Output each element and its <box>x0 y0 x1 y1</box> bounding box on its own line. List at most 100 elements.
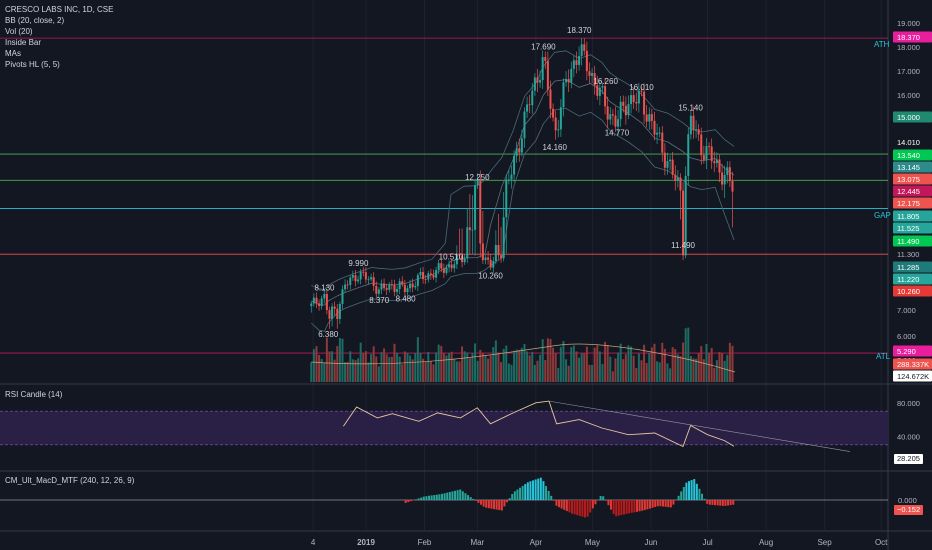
volume-bar <box>507 363 510 382</box>
rsi-pane-title[interactable]: RSI Candle (14) <box>5 390 63 399</box>
x-tick-label: 4 <box>311 538 316 547</box>
price-tick-label: 17.000 <box>897 67 920 76</box>
candle-body <box>609 114 612 120</box>
volume-bar <box>357 358 360 382</box>
candle-body <box>388 284 391 290</box>
macd-histogram-bar <box>482 500 485 507</box>
price-tag-label: 11.490 <box>897 237 919 246</box>
macd-histogram-bar <box>430 495 433 500</box>
macd-pane-title[interactable]: CM_Ult_MacD_MTF (240, 12, 26, 9) <box>5 476 135 485</box>
legend-indicator-insidebar[interactable]: Inside Bar <box>5 38 42 47</box>
candle-body <box>708 146 711 147</box>
candle-body <box>682 190 685 256</box>
x-tick-label: Mar <box>470 538 484 547</box>
macd-histogram-bar <box>664 500 667 507</box>
macd-histogram-bar <box>685 482 688 500</box>
legend-indicator-pivots[interactable]: Pivots HL (5, 5) <box>5 60 60 69</box>
candle-body <box>536 77 539 83</box>
candle-body <box>614 115 617 127</box>
macd-histogram-bar <box>454 490 457 500</box>
candle-body <box>596 85 599 96</box>
volume-bar <box>731 345 734 382</box>
volume-bar <box>468 358 471 382</box>
volume-bar <box>630 346 633 382</box>
candle-body <box>718 159 721 173</box>
volume-bar <box>513 350 516 382</box>
volume-bar <box>648 353 651 382</box>
candle-body <box>679 177 682 191</box>
legend-indicator-mas[interactable]: MAs <box>5 49 21 58</box>
volume-bar <box>505 345 508 382</box>
macd-histogram-bar <box>581 500 584 517</box>
macd-histogram-bar <box>513 491 516 500</box>
candle-body <box>705 146 708 160</box>
price-tag-box <box>893 185 932 197</box>
candle-body <box>411 283 414 288</box>
volume-bar <box>388 357 391 382</box>
macd-histogram-bar <box>464 493 467 500</box>
volume-ma-line <box>311 343 736 373</box>
pivot-label: 8.130 <box>314 283 335 292</box>
legend-title[interactable]: CRESCO LABS INC, 1D, CSE <box>5 5 114 14</box>
volume-bar <box>708 352 711 382</box>
candle-body <box>344 284 347 290</box>
volume-bar <box>526 351 529 382</box>
macd-histogram-bar <box>688 481 691 500</box>
candle-body <box>513 155 516 175</box>
macd-histogram-bar <box>563 500 566 510</box>
candle-body <box>505 179 508 218</box>
macd-histogram-bar <box>435 494 438 500</box>
candle-body <box>318 303 321 307</box>
macd-histogram-bar <box>506 500 509 503</box>
macd-histogram-bar <box>680 491 683 500</box>
volume-bar <box>656 361 659 382</box>
legend-indicator-bb[interactable]: BB (20, close, 2) <box>5 16 65 25</box>
price-tick-label: 7.000 <box>897 306 916 315</box>
volume-bar <box>344 362 347 382</box>
candle-body <box>572 60 575 69</box>
volume-bar <box>622 359 625 382</box>
candle-body <box>658 132 661 134</box>
candle-body <box>684 175 687 256</box>
volume-bar <box>471 353 474 382</box>
macd-histogram-bar <box>630 500 633 513</box>
macd-histogram-bar <box>412 500 415 501</box>
volume-bar <box>661 342 664 382</box>
candle-body <box>601 86 604 88</box>
volume-bar <box>669 368 672 382</box>
volume-bar <box>435 352 438 382</box>
macd-histogram-bar <box>511 494 514 500</box>
volume-bar <box>611 371 614 382</box>
volume-bar <box>578 357 581 382</box>
macd-histogram-bar <box>490 500 493 509</box>
candle-body <box>559 107 562 130</box>
volume-bar <box>723 360 726 382</box>
macd-histogram-bar <box>714 500 717 506</box>
volume-bar <box>557 368 560 382</box>
pivot-label: 10.510 <box>439 252 464 261</box>
volume-bar <box>502 348 505 382</box>
rsi-tick-label: 40.000 <box>897 432 920 441</box>
candle-body <box>669 159 672 162</box>
volume-bar <box>614 358 617 382</box>
macd-histogram-bar <box>420 497 423 500</box>
candle-body <box>695 129 698 131</box>
volume-bar <box>414 353 417 382</box>
x-tick-label: Oct <box>875 538 888 547</box>
price-tag-label: 124.672K <box>897 372 929 381</box>
candle-body <box>575 60 578 65</box>
x-tick-label: May <box>585 538 600 547</box>
volume-bar <box>606 345 609 382</box>
candle-body <box>640 90 643 92</box>
candle-body <box>565 79 568 83</box>
price-tag-label: 14.010 <box>897 138 920 147</box>
price-tag-box <box>893 345 932 357</box>
volume-bar <box>429 361 432 382</box>
legend-indicator-vol[interactable]: Vol (20) <box>5 27 33 36</box>
price-tag-label: 13.075 <box>897 175 920 184</box>
candle-body <box>359 271 362 280</box>
volume-bar <box>440 345 443 382</box>
macd-histogram-bar <box>560 500 563 509</box>
